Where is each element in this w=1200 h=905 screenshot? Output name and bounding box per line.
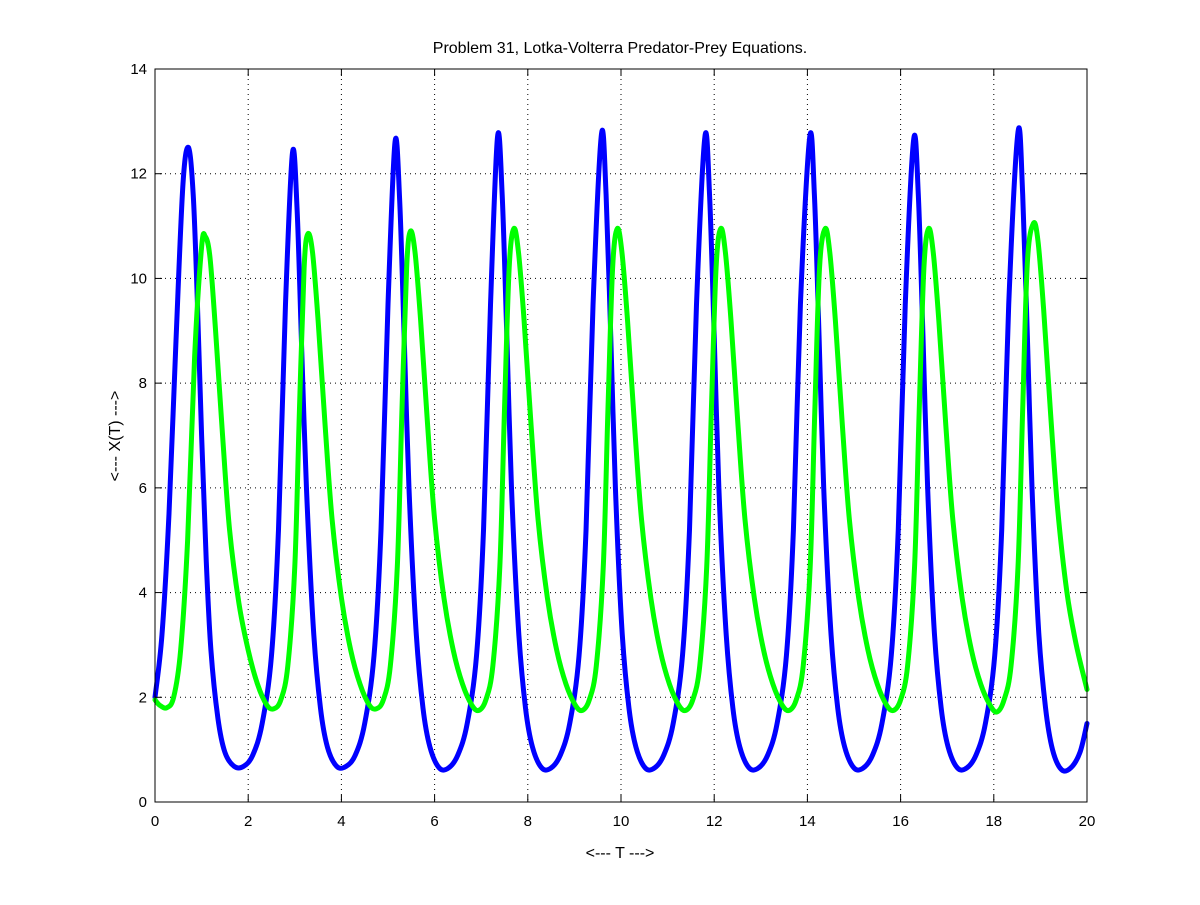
y-tick-label: 6 xyxy=(139,480,147,497)
series-group xyxy=(152,125,1090,774)
y-tick-label: 0 xyxy=(139,794,147,811)
axis-ticks xyxy=(154,68,1088,803)
y-tick-label: 2 xyxy=(139,689,147,706)
series-line-2 xyxy=(152,220,1090,715)
tick-labels: 0 2 4 6 8 10 12 14 16 18 20 0 2 4 6 8 10 12 14 xyxy=(130,61,1095,830)
chart-title: Problem 31, Lotka-Volterra Predator-Prey… xyxy=(433,40,807,57)
x-tick-label: 4 xyxy=(337,813,345,830)
y-tick-label: 12 xyxy=(130,166,147,183)
x-tick-label: 6 xyxy=(430,813,438,830)
y-axis-label: <--- X(T) ---> xyxy=(107,391,124,482)
y-tick-label: 10 xyxy=(130,270,147,287)
x-tick-label: 2 xyxy=(244,813,252,830)
x-tick-label: 14 xyxy=(799,813,816,830)
x-axis-label: <--- T ---> xyxy=(586,845,655,862)
x-tick-label: 8 xyxy=(524,813,532,830)
y-tick-label: 14 xyxy=(130,61,147,78)
x-tick-label: 0 xyxy=(151,813,159,830)
x-tick-label: 12 xyxy=(706,813,723,830)
x-tick-label: 16 xyxy=(892,813,909,830)
y-tick-label: 4 xyxy=(139,585,147,602)
x-tick-label: 10 xyxy=(613,813,630,830)
grid xyxy=(155,69,1087,802)
x-tick-label: 20 xyxy=(1079,813,1096,830)
y-tick-label: 8 xyxy=(139,375,147,392)
x-tick-label: 18 xyxy=(985,813,1002,830)
